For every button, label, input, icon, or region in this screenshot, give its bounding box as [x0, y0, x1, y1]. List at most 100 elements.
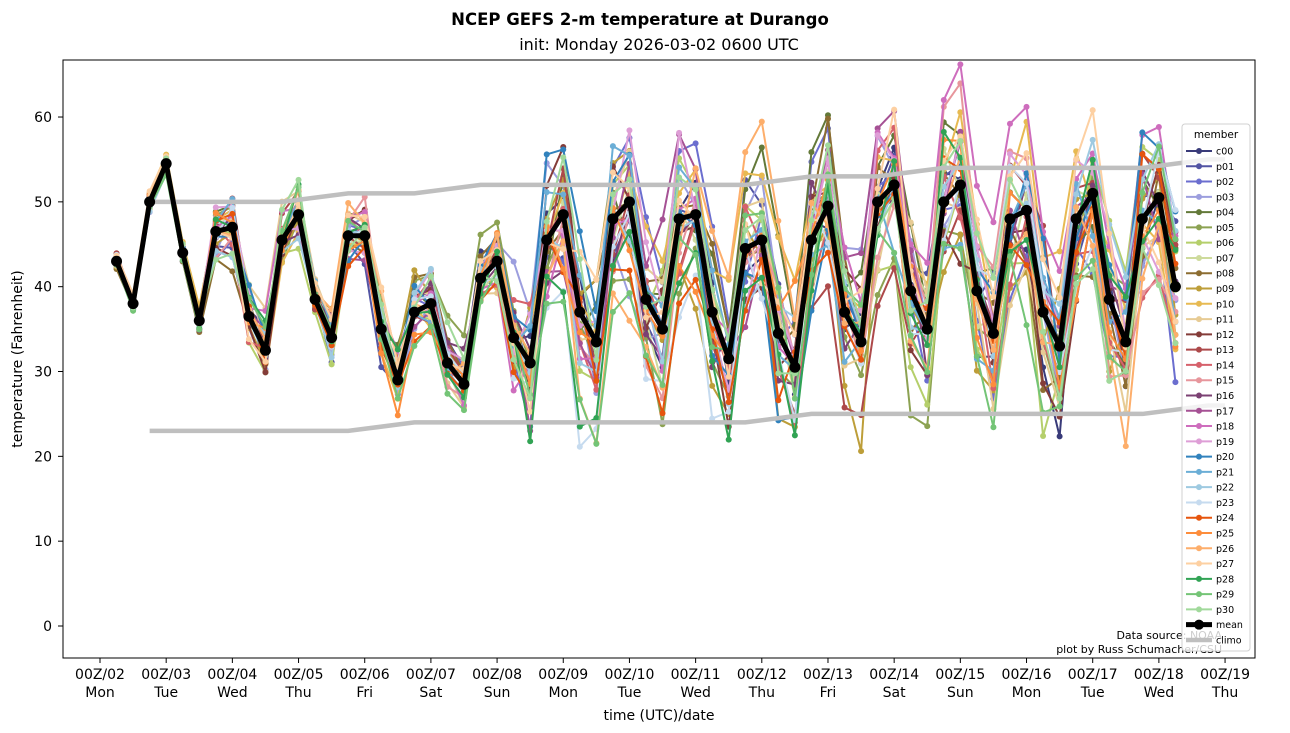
member-point [593, 276, 600, 283]
legend-item-p06: p06 [1186, 238, 1234, 249]
x-tick-label: 00Z/14 [869, 667, 919, 683]
y-axis: 0 10 20 30 40 50 60 [34, 110, 63, 635]
mean-point [259, 344, 271, 356]
member-point [1023, 170, 1030, 177]
member-point [1040, 433, 1047, 440]
legend-swatch-marker [1196, 392, 1202, 399]
member-point [808, 271, 815, 278]
member-point [1073, 181, 1080, 188]
mean-point [210, 226, 222, 238]
member-point [1006, 281, 1013, 288]
legend-swatch-marker [1196, 254, 1202, 261]
member-point [676, 300, 683, 307]
member-point [973, 334, 980, 341]
member-point [1023, 322, 1030, 329]
x-tick-label: 00Z/05 [274, 667, 324, 683]
member-point [709, 344, 716, 351]
member-point [527, 438, 534, 445]
mean-point [1021, 204, 1033, 216]
member-point [1122, 383, 1129, 390]
legend-item-p30: p30 [1186, 605, 1234, 616]
member-point [957, 231, 964, 238]
member-point [808, 179, 815, 186]
member-point [477, 258, 484, 265]
member-point [543, 300, 550, 307]
member-point [1122, 443, 1129, 450]
member-point [858, 372, 865, 379]
y-tick-label: 10 [34, 534, 52, 550]
legend-item-p01: p01 [1186, 162, 1234, 173]
member-point [990, 219, 997, 226]
legend-item-p27: p27 [1186, 559, 1234, 570]
legend-label: p14 [1216, 360, 1234, 371]
member-point [957, 128, 964, 135]
member-point [990, 293, 997, 300]
member-point [957, 214, 964, 221]
legend-item-c00: c00 [1186, 147, 1233, 158]
member-point [858, 347, 865, 354]
member-point [345, 212, 352, 219]
member-point [725, 373, 732, 380]
member-point [791, 278, 798, 285]
member-point [709, 240, 716, 247]
member-point [742, 170, 749, 177]
legend-swatch-marker [1196, 193, 1202, 200]
member-point [676, 280, 683, 287]
legend-item-p19: p19 [1186, 437, 1234, 448]
member-point [924, 342, 931, 349]
mean-point [441, 357, 453, 369]
member-point [1073, 156, 1080, 163]
member-point [1172, 379, 1179, 386]
member-point [560, 238, 567, 245]
member-point [907, 307, 914, 314]
member-point [1056, 267, 1063, 274]
member-point [1056, 403, 1063, 410]
member-point [973, 353, 980, 360]
member-point [874, 292, 881, 299]
member-point [510, 369, 517, 376]
member-point [758, 295, 765, 302]
mean-point [243, 310, 255, 322]
climo-lines [149, 157, 1226, 434]
mean-point [822, 200, 834, 212]
member-point [477, 231, 484, 238]
member-point [1006, 253, 1013, 260]
member-point [295, 235, 302, 242]
mean-point [1153, 192, 1165, 204]
x-tick-label: 00Z/02 [75, 667, 125, 683]
mean-point [971, 285, 983, 297]
member-point [196, 326, 203, 333]
mean-point [905, 285, 917, 297]
member-point [742, 203, 749, 210]
member-point [427, 323, 434, 330]
member-point [212, 216, 219, 223]
mean-point [491, 255, 503, 267]
member-point [1089, 242, 1096, 249]
x-tick-day-label: Fri [356, 685, 373, 701]
y-tick-label: 20 [34, 449, 52, 465]
legend-item-mean: mean [1186, 619, 1243, 631]
mean-point [359, 230, 371, 242]
x-tick-label: 00Z/09 [538, 667, 588, 683]
member-point [659, 381, 666, 388]
member-point [692, 251, 699, 258]
member-point [775, 284, 782, 291]
y-tick-label: 50 [34, 195, 52, 211]
legend-item-p11: p11 [1186, 315, 1234, 326]
legend-label: p10 [1216, 299, 1234, 310]
member-point [1106, 230, 1113, 237]
mean-point [475, 272, 487, 284]
member-point [411, 267, 418, 274]
member-point [361, 224, 368, 231]
member-point [676, 164, 683, 171]
member-point [973, 230, 980, 237]
member-point [411, 342, 418, 349]
plot-frame [62, 59, 1256, 659]
member-point [543, 151, 550, 158]
member-point [990, 346, 997, 353]
member-point [576, 396, 583, 403]
member-point [940, 128, 947, 135]
legend-label: p03 [1216, 192, 1234, 203]
member-point [1089, 182, 1096, 189]
legend-swatch-marker [1196, 148, 1202, 154]
